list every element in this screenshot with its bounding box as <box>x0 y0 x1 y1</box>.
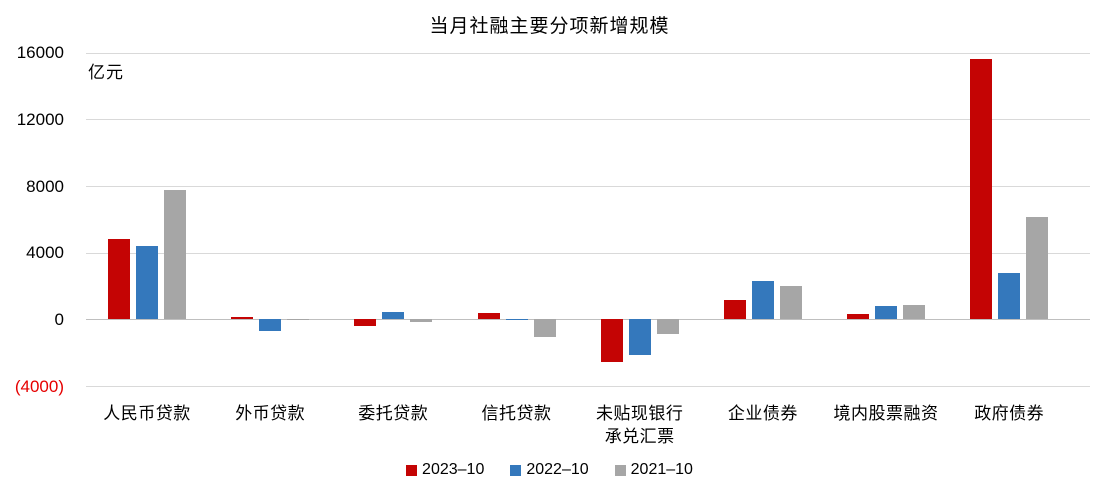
legend-label: 2021–10 <box>630 461 693 478</box>
legend-item-2023-10: 2023–10 <box>406 461 484 479</box>
legend-label: 2022–10 <box>526 461 589 478</box>
bar-2021-10-未贴现银行 <box>656 319 679 335</box>
bar-2023-10-企业债券 <box>723 300 746 320</box>
y-axis-unit-label: 亿元 <box>88 63 124 82</box>
gridline <box>86 119 1090 121</box>
x-category-label: 信托贷款 <box>481 404 552 423</box>
y-tick-label: 12000 <box>16 109 64 129</box>
bar-2023-10-境内股票融资 <box>847 314 869 320</box>
gridline <box>86 252 1090 254</box>
y-tick-label: 0 <box>54 309 64 329</box>
gridline <box>86 186 1090 187</box>
bar-2022-10-外币贷款 <box>259 319 282 332</box>
gridline <box>86 386 1090 387</box>
legend: 2023–10 2022–10 2021–10 <box>0 461 1099 479</box>
bar-2021-10-委托贷款 <box>410 319 433 323</box>
bar-2022-10-人民币贷款 <box>136 245 158 320</box>
bar-2021-10-信托贷款 <box>533 319 556 337</box>
bar-2021-10-人民币贷款 <box>164 190 186 320</box>
y-tick-label: 8000 <box>26 176 64 196</box>
x-category-label: 未贴现银行 承兑汇票 <box>595 404 684 446</box>
x-category-label: 外币贷款 <box>235 404 306 423</box>
y-tick-label: 16000 <box>16 43 64 63</box>
bar-2023-10-政府债券 <box>970 59 993 320</box>
bar-2021-10-境内股票融资 <box>903 305 925 320</box>
bar-2023-10-委托贷款 <box>354 319 377 327</box>
legend-swatch-red <box>406 464 418 476</box>
bar-2022-10-政府债券 <box>998 272 1021 320</box>
x-category-label: 企业债券 <box>727 404 798 423</box>
bar-2023-10-未贴现银行 <box>600 319 623 362</box>
bar-2021-10-外币贷款 <box>287 319 310 321</box>
x-category-label: 人民币贷款 <box>103 404 191 423</box>
bar-2023-10-人民币贷款 <box>108 238 130 320</box>
bar-2022-10-委托贷款 <box>382 311 405 320</box>
x-category-label: 政府债券 <box>974 404 1045 423</box>
gridline <box>86 52 1090 54</box>
x-axis-zero-line <box>86 319 1090 321</box>
y-tick-label: 4000 <box>26 243 64 263</box>
legend-label: 2023–10 <box>422 461 485 478</box>
y-tick-label: (4000) <box>14 376 64 396</box>
legend-item-2021-10: 2021–10 <box>614 461 693 479</box>
bar-2023-10-信托贷款 <box>477 312 500 320</box>
bar-2022-10-企业债券 <box>751 280 774 320</box>
bar-2022-10-信托贷款 <box>505 319 528 321</box>
legend-swatch-blue <box>510 464 522 476</box>
bar-2021-10-企业债券 <box>779 285 802 320</box>
bar-2022-10-境内股票融资 <box>875 306 897 320</box>
chart-title: 当月社融主要分项新增规模 <box>429 16 670 37</box>
bar-2023-10-外币贷款 <box>231 316 254 320</box>
x-category-label: 委托贷款 <box>358 404 429 423</box>
legend-item-2022-10: 2022–10 <box>510 461 589 479</box>
legend-swatch-gray <box>614 464 626 476</box>
bar-2021-10-政府债券 <box>1026 216 1049 320</box>
x-category-label: 境内股票融资 <box>833 404 939 423</box>
bar-2022-10-未贴现银行 <box>628 319 651 356</box>
